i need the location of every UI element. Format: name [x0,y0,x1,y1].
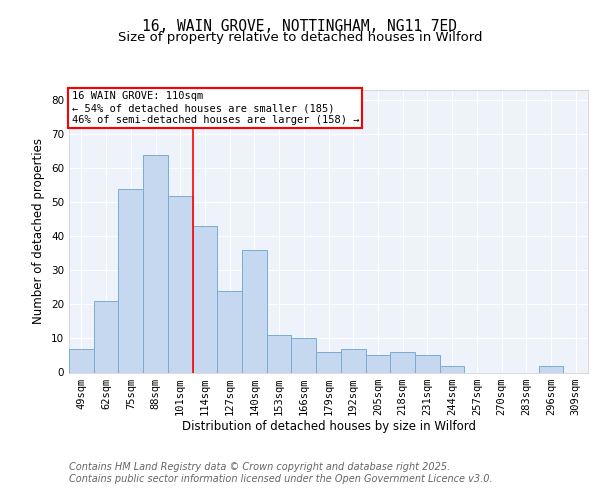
Bar [316,352,341,372]
Text: 16, WAIN GROVE, NOTTINGHAM, NG11 7ED: 16, WAIN GROVE, NOTTINGHAM, NG11 7ED [143,19,458,34]
Bar [193,226,217,372]
Bar [168,196,193,372]
Text: 16 WAIN GROVE: 110sqm
← 54% of detached houses are smaller (185)
46% of semi-det: 16 WAIN GROVE: 110sqm ← 54% of detached … [71,92,359,124]
Bar [267,335,292,372]
Bar [242,250,267,372]
Bar [440,366,464,372]
Bar [292,338,316,372]
Bar [341,348,365,372]
Bar [69,348,94,372]
Bar [94,301,118,372]
Bar [118,188,143,372]
Y-axis label: Number of detached properties: Number of detached properties [32,138,46,324]
X-axis label: Distribution of detached houses by size in Wilford: Distribution of detached houses by size … [182,420,476,434]
Text: Contains HM Land Registry data © Crown copyright and database right 2025.: Contains HM Land Registry data © Crown c… [69,462,450,472]
Bar [365,356,390,372]
Bar [415,356,440,372]
Bar [217,291,242,372]
Text: Size of property relative to detached houses in Wilford: Size of property relative to detached ho… [118,31,482,44]
Text: Contains public sector information licensed under the Open Government Licence v3: Contains public sector information licen… [69,474,493,484]
Bar [390,352,415,372]
Bar [539,366,563,372]
Bar [143,154,168,372]
